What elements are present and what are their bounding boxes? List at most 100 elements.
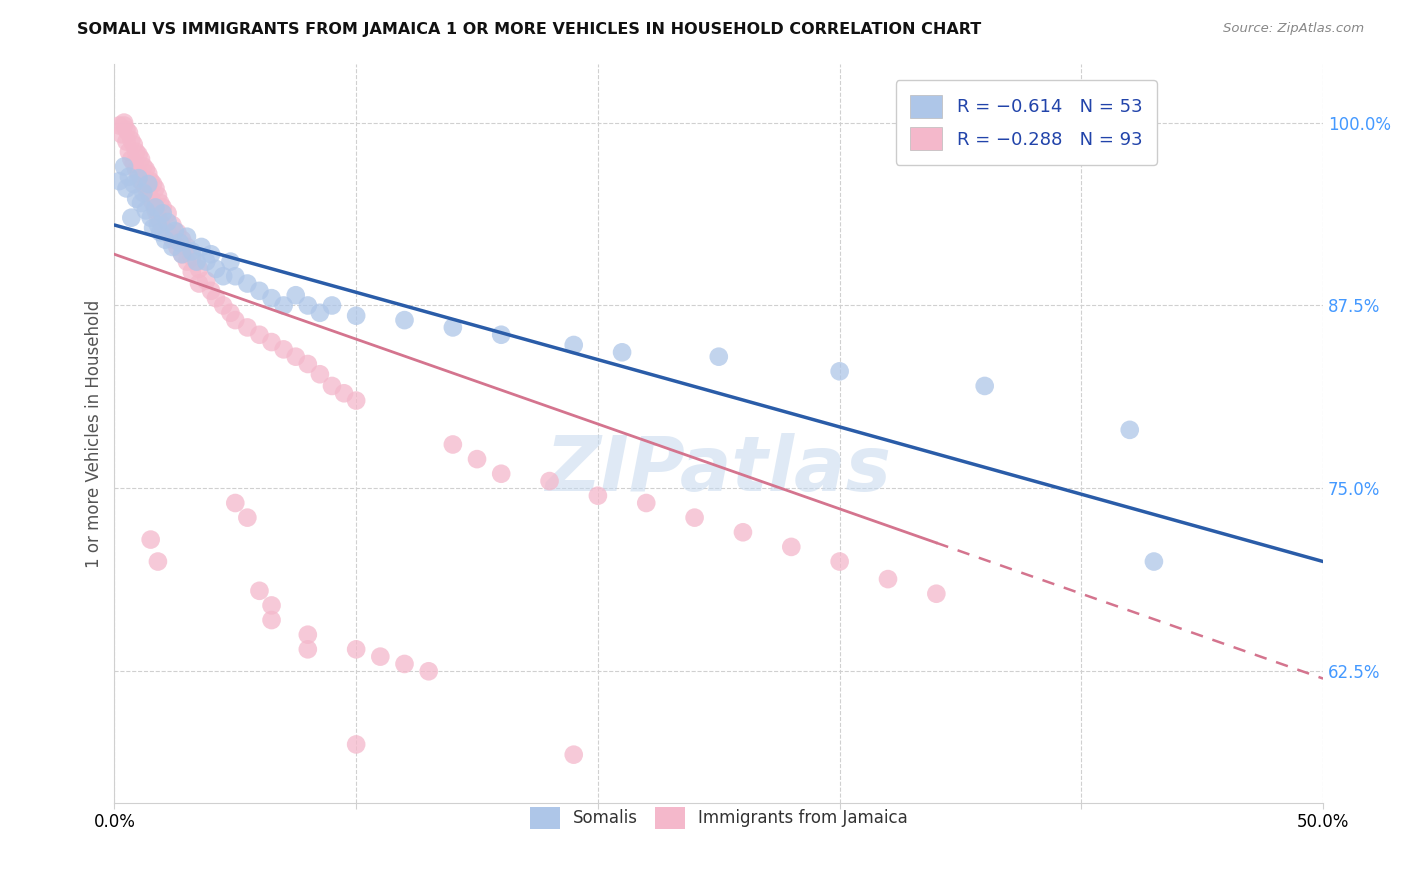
- Point: [115, 135, 138, 149]
- Point: [195, 254, 218, 268]
- Point: [297, 357, 319, 371]
- Point: [344, 738, 367, 752]
- Point: [112, 115, 135, 129]
- Point: [925, 587, 948, 601]
- Point: [273, 343, 295, 357]
- Point: [394, 313, 416, 327]
- Point: [538, 474, 561, 488]
- Point: [1143, 555, 1166, 569]
- Point: [636, 496, 658, 510]
- Point: [828, 364, 851, 378]
- Point: [139, 174, 162, 188]
- Point: [284, 350, 307, 364]
- Point: [129, 152, 152, 166]
- Point: [122, 156, 145, 170]
- Point: [236, 277, 259, 291]
- Point: [146, 218, 169, 232]
- Point: [129, 174, 152, 188]
- Point: [120, 211, 142, 225]
- Point: [418, 665, 440, 679]
- Point: [122, 137, 145, 152]
- Point: [249, 327, 271, 342]
- Point: [212, 298, 235, 312]
- Point: [707, 350, 730, 364]
- Point: [465, 452, 488, 467]
- Point: [180, 244, 202, 259]
- Point: [120, 152, 142, 166]
- Point: [128, 167, 150, 181]
- Point: [344, 642, 367, 657]
- Point: [163, 224, 186, 238]
- Point: [333, 386, 356, 401]
- Point: [260, 334, 283, 349]
- Point: [610, 345, 633, 359]
- Point: [132, 186, 155, 200]
- Point: [108, 174, 131, 188]
- Point: [224, 313, 246, 327]
- Point: [188, 261, 211, 276]
- Point: [128, 171, 150, 186]
- Point: [145, 201, 167, 215]
- Point: [115, 123, 138, 137]
- Point: [441, 320, 464, 334]
- Point: [297, 642, 319, 657]
- Point: [139, 211, 162, 225]
- Point: [180, 265, 202, 279]
- Point: [224, 496, 246, 510]
- Point: [162, 233, 184, 247]
- Point: [118, 145, 141, 159]
- Point: [146, 188, 169, 202]
- Point: [142, 177, 165, 191]
- Point: [136, 167, 159, 181]
- Point: [195, 274, 218, 288]
- Point: [219, 306, 242, 320]
- Point: [260, 291, 283, 305]
- Point: [152, 221, 174, 235]
- Point: [200, 247, 222, 261]
- Point: [112, 160, 135, 174]
- Point: [142, 196, 165, 211]
- Point: [145, 203, 167, 218]
- Point: [139, 533, 162, 547]
- Point: [200, 284, 222, 298]
- Point: [236, 510, 259, 524]
- Point: [156, 225, 179, 239]
- Point: [132, 177, 155, 191]
- Point: [212, 269, 235, 284]
- Point: [190, 240, 212, 254]
- Point: [180, 250, 202, 264]
- Point: [156, 215, 179, 229]
- Point: [188, 277, 211, 291]
- Point: [135, 181, 157, 195]
- Point: [166, 240, 188, 254]
- Point: [135, 162, 157, 177]
- Point: [370, 649, 392, 664]
- Point: [162, 240, 184, 254]
- Point: [142, 221, 165, 235]
- Text: Source: ZipAtlas.com: Source: ZipAtlas.com: [1223, 22, 1364, 36]
- Point: [153, 233, 176, 247]
- Point: [176, 229, 198, 244]
- Point: [249, 284, 271, 298]
- Point: [146, 555, 169, 569]
- Point: [136, 186, 159, 200]
- Point: [118, 169, 141, 184]
- Point: [224, 269, 246, 284]
- Point: [152, 206, 174, 220]
- Point: [586, 489, 609, 503]
- Point: [321, 379, 343, 393]
- Point: [149, 215, 172, 229]
- Point: [176, 254, 198, 268]
- Point: [309, 368, 332, 382]
- Point: [284, 288, 307, 302]
- Point: [205, 291, 228, 305]
- Point: [115, 181, 138, 195]
- Point: [118, 126, 141, 140]
- Point: [172, 233, 194, 247]
- Point: [172, 247, 194, 261]
- Point: [145, 181, 167, 195]
- Point: [562, 747, 585, 762]
- Point: [128, 148, 150, 162]
- Point: [683, 510, 706, 524]
- Point: [973, 379, 995, 393]
